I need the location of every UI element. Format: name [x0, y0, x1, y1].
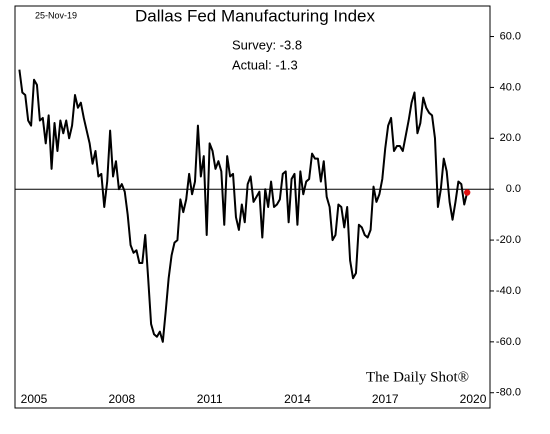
y-tick-label: 40.0 — [500, 81, 521, 93]
source-logo: The Daily Shot® — [366, 369, 469, 385]
chart-title: Dallas Fed Manufacturing Index — [135, 6, 376, 25]
y-tick-label: -20.0 — [496, 234, 521, 246]
x-tick-label: 2005 — [21, 392, 48, 406]
x-tick-label: 2011 — [197, 392, 223, 406]
x-tick-label: 2017 — [372, 392, 399, 406]
x-tick-label: 2008 — [108, 392, 135, 406]
annotation: Survey: -3.8 — [232, 37, 302, 52]
y-tick-label: 20.0 — [500, 132, 521, 144]
y-tick-label: -60.0 — [496, 336, 521, 348]
x-tick-label: 2014 — [284, 392, 311, 406]
y-tick-label: 60.0 — [500, 30, 521, 42]
x-tick-label: 2020 — [460, 392, 487, 406]
plot-frame — [14, 5, 491, 409]
annotation: Actual: -1.3 — [232, 57, 298, 72]
last-point — [463, 189, 471, 196]
line-series — [18, 69, 469, 343]
y-tick-label: -40.0 — [496, 285, 521, 297]
date-label: 25-Nov-19 — [35, 10, 77, 20]
y-tick-label: 0.0 — [506, 183, 521, 195]
y-tick-label: -80.0 — [496, 387, 521, 399]
